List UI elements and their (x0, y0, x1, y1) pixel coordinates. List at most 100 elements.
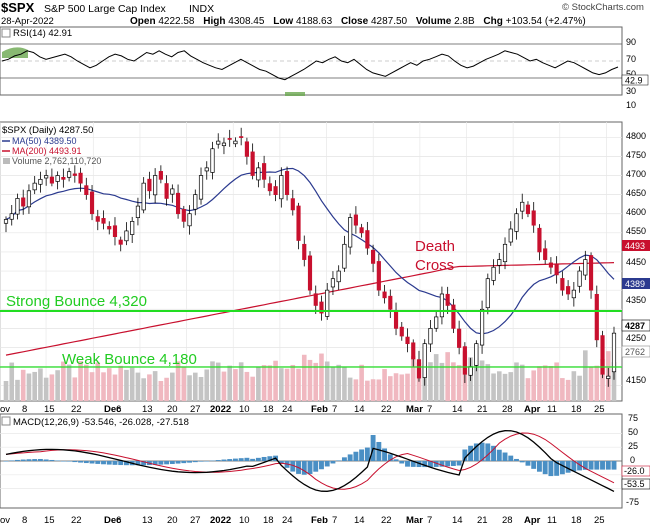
volume-bar (428, 362, 433, 401)
macd-histogram-bar (399, 461, 405, 464)
volume-bar (393, 373, 399, 401)
macd-histogram-bar (324, 461, 330, 467)
candle-body (491, 266, 496, 281)
candle-body (514, 213, 519, 232)
candle-body (170, 188, 175, 195)
candle-body (175, 192, 181, 215)
x-axis-label: 25 (594, 404, 605, 415)
volume-bar (301, 354, 307, 401)
volume-bar (147, 374, 152, 401)
volume-bar (66, 364, 72, 401)
x-axis-label: Feb (311, 515, 328, 525)
rsi-grid (0, 43, 622, 79)
ma200-tag (622, 240, 650, 251)
volume-bar (129, 367, 135, 401)
x-axis-label: 10 (239, 515, 250, 525)
x-axis-label: 11 (547, 515, 557, 525)
price-panel: Strong Bounce 4,320 Weak Bounce 4,180 De… (0, 121, 650, 402)
candle-body (307, 255, 313, 291)
weak-bounce-annotation: Weak Bounce 4,180 (62, 351, 197, 368)
candle-body (560, 278, 565, 291)
x-axis-label: 14 (452, 404, 463, 415)
candle-body (319, 301, 324, 314)
macd-histogram-bar (364, 447, 370, 461)
macd-histogram-bar (255, 457, 261, 461)
ma200-tag-text: 4493 (625, 241, 645, 251)
x-axis-label: 8 (22, 515, 27, 525)
macd-histogram-bar (215, 460, 221, 461)
volume-tag (621, 345, 650, 358)
macd-histogram-bar (600, 461, 605, 470)
macd-histogram-bar (278, 461, 284, 464)
volume-bar (55, 370, 60, 401)
macd-histogram-bar (588, 461, 594, 470)
candle-body (95, 216, 100, 222)
macd-histogram-bar (485, 443, 491, 461)
macd-tick: 25 (628, 441, 638, 451)
volume-bar (95, 362, 101, 401)
candle-body (537, 227, 542, 253)
signal-tag-text: -26.0 (624, 466, 645, 476)
macd-histogram-bar (594, 461, 600, 470)
volume-bar (32, 371, 37, 401)
macd-histogram-bar (152, 461, 158, 465)
x-axis-label: 22 (381, 404, 392, 415)
candle-body (67, 171, 72, 178)
volume-bar (9, 362, 15, 401)
macd-histogram-bar (55, 460, 61, 461)
macd-histogram-bar (514, 458, 519, 461)
volume-bar (336, 364, 341, 401)
volume-bar (347, 377, 353, 401)
macd-histogram-bar (450, 461, 456, 466)
volume-bar (192, 372, 198, 401)
x-axis-label: 22 (71, 515, 82, 525)
candle-body (583, 259, 588, 276)
volume-bar (106, 368, 112, 401)
candle-body (210, 148, 215, 173)
candle-body (520, 201, 525, 212)
strong-bounce-annotation: Strong Bounce 4,320 (6, 293, 147, 310)
candle-body (382, 291, 387, 299)
volume-bar (204, 369, 210, 401)
macd-histogram-bar (221, 459, 227, 461)
candle-body (112, 225, 118, 238)
volume-bar (78, 361, 83, 401)
volume-bar (542, 365, 548, 401)
volume-bar (256, 367, 261, 401)
price-tick: 4450 (626, 257, 646, 267)
price-axis: 4800 4750 4700 4650 4600 4550 4450 4350 … (626, 131, 646, 385)
volume-bar (83, 364, 89, 401)
candle-body (227, 138, 232, 140)
candle-body (525, 204, 531, 215)
macd-histogram-bar (582, 461, 588, 470)
volume-bar (382, 369, 387, 401)
macd-tick: 75 (628, 413, 638, 423)
candle-body (118, 239, 123, 245)
x-axis-label: 24 (282, 515, 293, 525)
price-tick: 4550 (626, 226, 646, 236)
exchange-label: INDX (189, 3, 214, 15)
macd-histogram-bar (536, 461, 542, 472)
macd-histogram-bar (353, 451, 359, 461)
x-axis-label: ov (0, 515, 10, 525)
macd-histogram-bar (66, 461, 72, 462)
macd-histogram-bar (232, 458, 238, 461)
volume-bar (387, 376, 393, 401)
volume-bar (101, 372, 106, 401)
volume-bar (313, 362, 319, 401)
volume-bar (376, 379, 382, 401)
x-axis-label: 21 (477, 404, 488, 415)
volume-bar (233, 369, 238, 401)
macd-histogram-bar (565, 461, 571, 473)
rsi-toggle-icon[interactable] (1, 28, 11, 38)
macd-histogram-bar (301, 461, 307, 475)
volume-bar (537, 366, 542, 401)
x-axis-label: 13 (142, 404, 153, 415)
macd-toggle-icon[interactable] (1, 416, 11, 426)
candle-body (32, 182, 37, 191)
macd-histogram-bar (169, 461, 175, 464)
candle-body (250, 151, 255, 176)
rsi-tick: 50 (626, 69, 636, 79)
macd-histogram-bar (227, 459, 233, 461)
x-axis-label: Mar (406, 515, 423, 525)
